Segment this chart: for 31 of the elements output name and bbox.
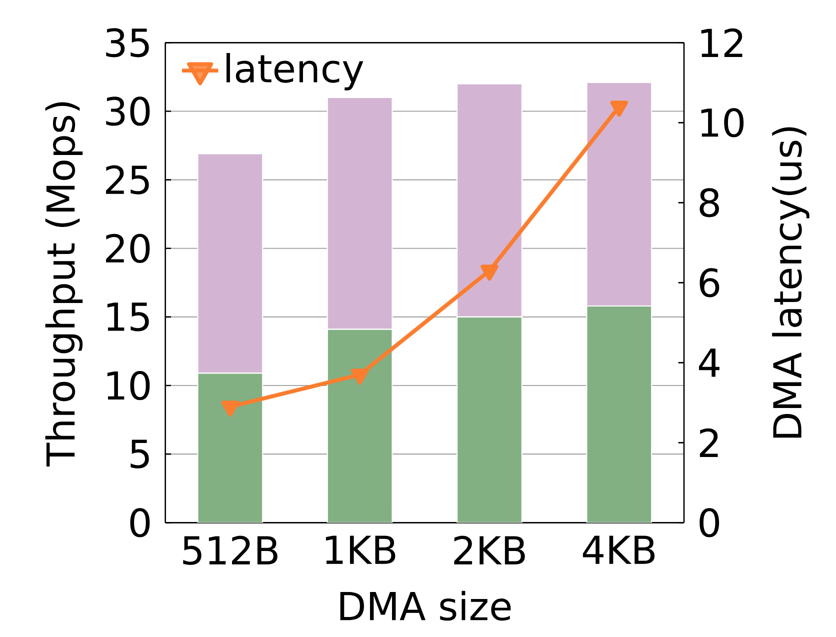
bar bbox=[197, 372, 264, 523]
bar bbox=[456, 316, 522, 523]
y2-tick-label: 6 bbox=[700, 268, 720, 298]
y2-tick-label: 0 bbox=[700, 508, 720, 538]
x-axis-title: DMA size bbox=[340, 590, 511, 620]
x-tick-label: 2KB bbox=[454, 536, 525, 564]
y-tick-label: 30 bbox=[106, 96, 150, 126]
y2-tick-label: 4 bbox=[698, 348, 720, 377]
y2-tick-label: 8 bbox=[700, 188, 719, 218]
y2-tick-label: 2 bbox=[700, 428, 718, 457]
y-tick-label: 5 bbox=[130, 440, 149, 468]
y-tick-label: 0 bbox=[130, 508, 150, 538]
x-tick-label: 1KB bbox=[326, 536, 396, 564]
y2-tick-label: 12 bbox=[701, 28, 742, 57]
point bbox=[480, 264, 498, 280]
bar bbox=[326, 328, 393, 523]
y-tick-label: 15 bbox=[107, 302, 149, 332]
y-tick-label: 10 bbox=[107, 370, 150, 400]
y2-tick-label: 10 bbox=[701, 108, 744, 138]
point bbox=[221, 400, 240, 416]
bar bbox=[586, 305, 652, 523]
y-tick-label: 20 bbox=[106, 234, 150, 263]
point bbox=[610, 100, 628, 116]
x-tick-label: 4KB bbox=[582, 536, 655, 564]
point bbox=[350, 368, 369, 384]
legend-label: latency bbox=[226, 52, 364, 90]
y-tick-label: 25 bbox=[106, 165, 149, 194]
y-tick-label: 35 bbox=[106, 28, 149, 58]
y-axis-title: Throughput (Mops) bbox=[45, 102, 83, 466]
x-tick-label: 512B bbox=[183, 536, 278, 565]
y2-axis-title: DMA latency(us) bbox=[772, 127, 810, 438]
